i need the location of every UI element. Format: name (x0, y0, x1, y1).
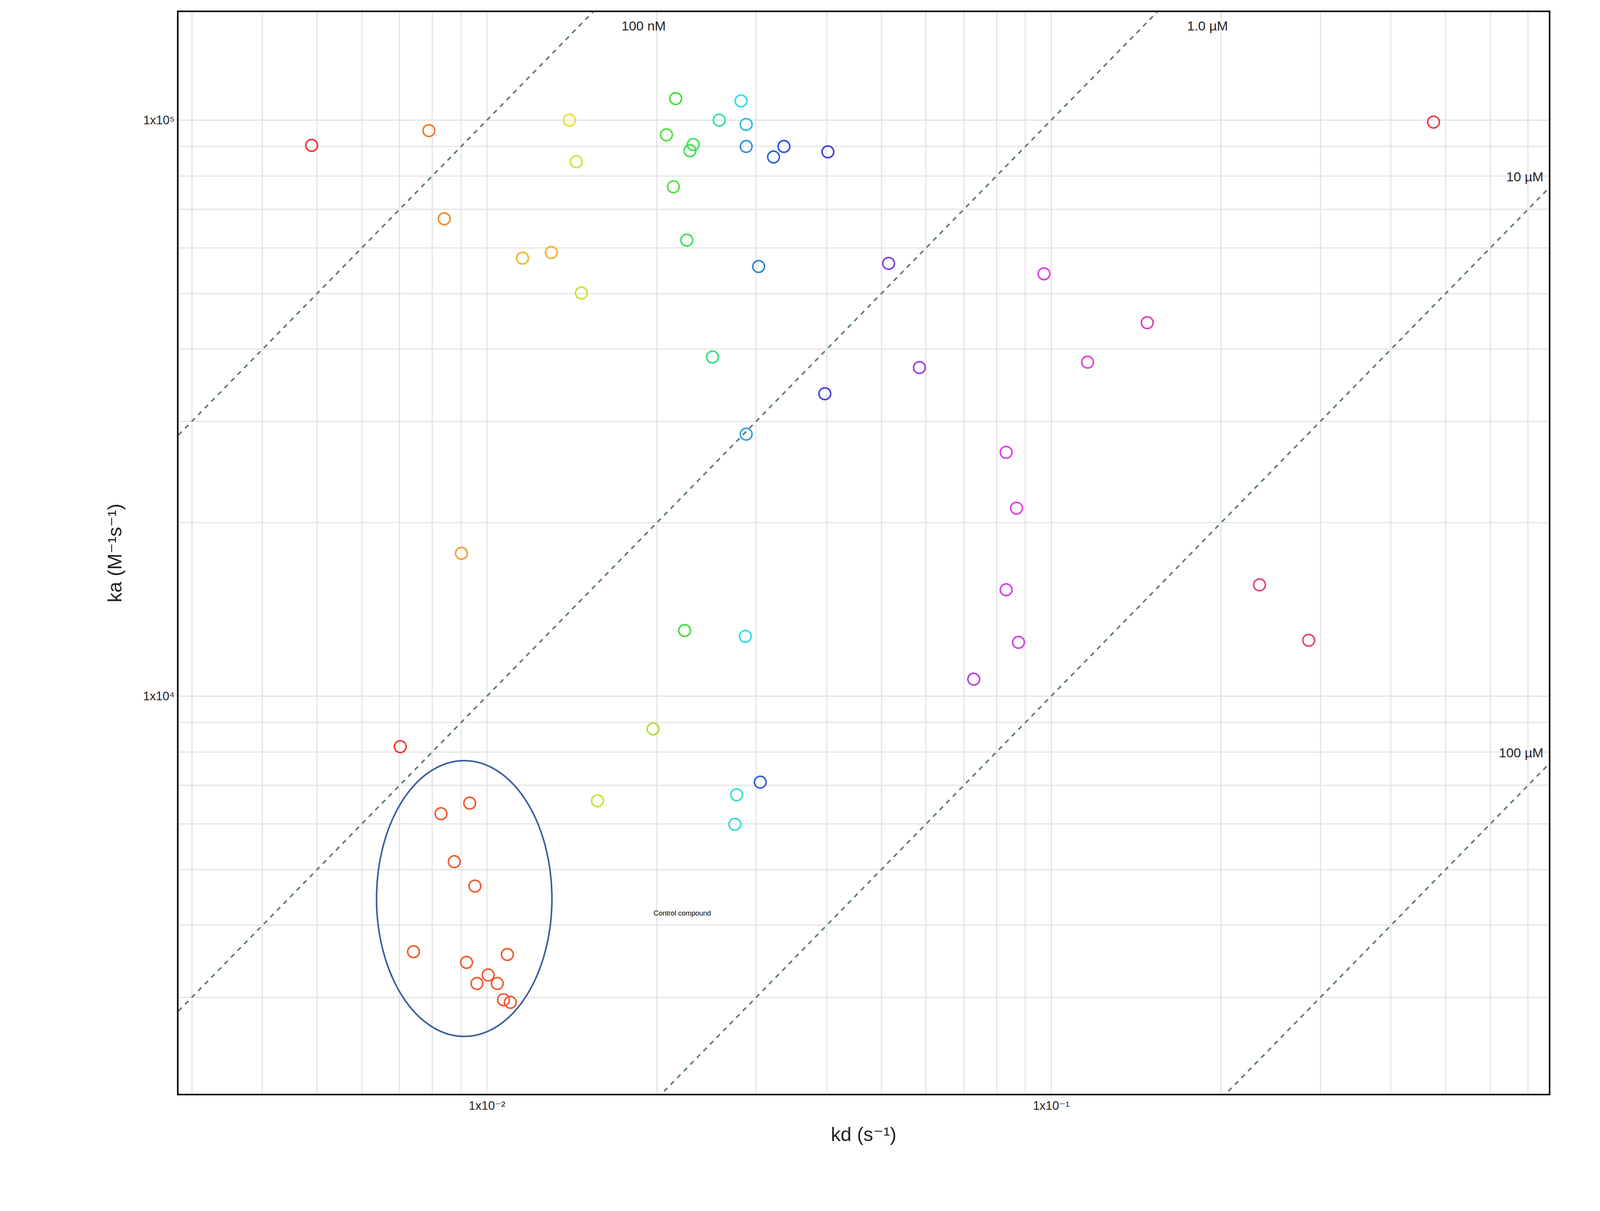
svg-text:1x10⁵: 1x10⁵ (143, 113, 175, 127)
svg-text:1.0 µM: 1.0 µM (1187, 18, 1229, 34)
svg-text:1x10⁻²: 1x10⁻² (468, 1098, 506, 1113)
svg-text:1x10⁴: 1x10⁴ (142, 689, 175, 703)
svg-text:kd (s⁻¹): kd (s⁻¹) (830, 1123, 897, 1145)
svg-text:100 nM: 100 nM (621, 18, 666, 34)
svg-text:1x10⁻¹: 1x10⁻¹ (1032, 1098, 1070, 1113)
svg-text:100 µM: 100 µM (1498, 744, 1544, 760)
svg-text:Control compound: Control compound (653, 908, 711, 917)
svg-text:ka (M⁻¹s⁻¹): ka (M⁻¹s⁻¹) (103, 503, 126, 603)
svg-text:10 µM: 10 µM (1506, 169, 1544, 184)
